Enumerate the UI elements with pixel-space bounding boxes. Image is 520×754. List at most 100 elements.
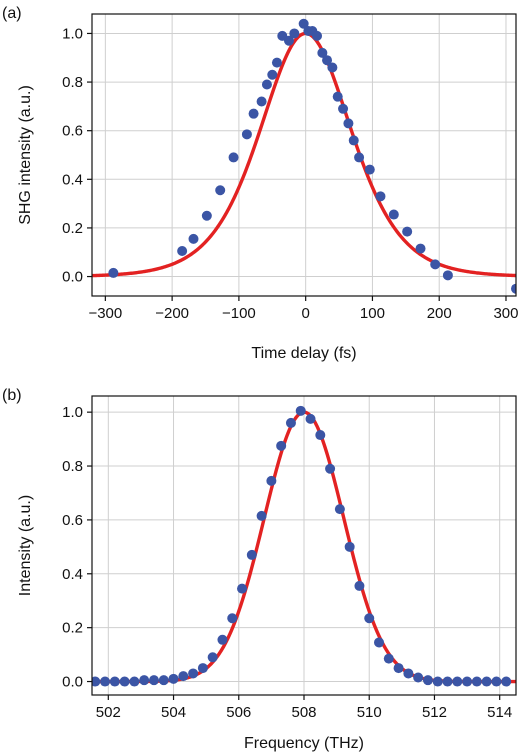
data-point bbox=[217, 634, 228, 645]
data-point bbox=[305, 413, 316, 424]
data-point bbox=[343, 118, 354, 129]
data-point bbox=[197, 663, 208, 674]
data-point bbox=[267, 69, 278, 80]
x-tick-label: −100 bbox=[222, 305, 256, 322]
data-point bbox=[201, 210, 212, 221]
y-tick-label: 0.6 bbox=[62, 123, 83, 140]
data-point bbox=[256, 510, 267, 521]
axes-frame bbox=[91, 13, 517, 297]
data-point bbox=[237, 583, 248, 594]
data-point bbox=[348, 135, 359, 146]
y-tick-label: 0.0 bbox=[62, 269, 83, 286]
x-tick-label: 502 bbox=[96, 704, 121, 721]
data-point bbox=[422, 675, 433, 686]
data-point bbox=[511, 283, 516, 294]
data-point bbox=[248, 108, 259, 119]
data-point bbox=[92, 676, 101, 687]
data-point bbox=[344, 541, 355, 552]
data-point bbox=[383, 653, 394, 664]
x-tick-label: 510 bbox=[357, 704, 382, 721]
data-point bbox=[108, 267, 119, 278]
data-point bbox=[317, 47, 328, 58]
x-tick-label: −300 bbox=[88, 305, 122, 322]
data-point bbox=[139, 675, 150, 686]
panel-label: (b) bbox=[2, 387, 22, 404]
data-point bbox=[430, 259, 441, 270]
x-tick-label: 514 bbox=[487, 704, 512, 721]
data-point bbox=[256, 96, 267, 107]
data-point bbox=[402, 226, 413, 237]
fit-curve bbox=[92, 31, 516, 278]
data-point bbox=[481, 676, 492, 687]
x-tick-label: 512 bbox=[422, 704, 447, 721]
data-point bbox=[266, 475, 277, 486]
y-tick-label: 0.4 bbox=[62, 566, 83, 583]
data-point bbox=[283, 35, 294, 46]
data-point bbox=[276, 440, 287, 451]
y-tick-label: 0.4 bbox=[62, 171, 83, 188]
y-axis-label: SHG intensity (a.u.) bbox=[17, 85, 34, 225]
data-point bbox=[374, 637, 385, 648]
data-point bbox=[413, 672, 424, 683]
data-point bbox=[338, 103, 349, 114]
y-tick-label: 1.0 bbox=[62, 404, 83, 421]
x-tick-label: −200 bbox=[155, 305, 189, 322]
x-tick-label: 100 bbox=[360, 305, 385, 322]
data-point bbox=[228, 152, 239, 163]
data-point bbox=[178, 671, 189, 682]
data-point bbox=[334, 504, 345, 515]
data-point bbox=[462, 676, 473, 687]
data-point bbox=[109, 676, 120, 687]
y-tick-label: 0.2 bbox=[62, 220, 83, 237]
y-tick-label: 0.2 bbox=[62, 620, 83, 637]
data-point bbox=[501, 676, 512, 687]
data-point bbox=[322, 55, 333, 66]
x-tick-label: 504 bbox=[161, 704, 186, 721]
data-point bbox=[375, 191, 386, 202]
data-point bbox=[261, 79, 272, 90]
data-point bbox=[327, 62, 338, 73]
data-point bbox=[403, 668, 414, 679]
data-point bbox=[295, 405, 306, 416]
data-point bbox=[442, 676, 453, 687]
data-point bbox=[312, 30, 323, 41]
data-point bbox=[354, 580, 365, 591]
data-point bbox=[325, 463, 336, 474]
data-point bbox=[491, 676, 502, 687]
x-axis-label: Frequency (THz) bbox=[244, 735, 364, 752]
data-point bbox=[364, 164, 375, 175]
data-point bbox=[241, 129, 252, 140]
y-tick-label: 0.8 bbox=[62, 74, 83, 91]
data-point bbox=[215, 185, 226, 196]
data-point bbox=[271, 57, 282, 68]
x-tick-label: 0 bbox=[301, 305, 309, 322]
y-axis-label: Intensity (a.u.) bbox=[17, 495, 34, 596]
y-tick-label: 1.0 bbox=[62, 25, 83, 42]
data-point bbox=[119, 676, 130, 687]
plot-area bbox=[92, 18, 516, 294]
chart-panel-a: −300 −200 −100 0 100 200 300 0.0 0.2 0.4 0.6 0.8 1.0… bbox=[2, 5, 518, 362]
panel-label: (a) bbox=[2, 5, 22, 22]
y-tick-label: 0.8 bbox=[62, 458, 83, 475]
x-tick-label: 506 bbox=[226, 704, 251, 721]
data-point bbox=[177, 246, 188, 257]
data-point bbox=[332, 91, 343, 102]
data-point bbox=[158, 675, 169, 686]
data-point bbox=[168, 673, 179, 684]
data-point bbox=[129, 676, 140, 687]
data-point bbox=[393, 663, 404, 674]
data-point bbox=[432, 676, 443, 687]
y-tick-label: 0.0 bbox=[62, 674, 83, 691]
data-point bbox=[285, 417, 296, 428]
y-tick-label: 0.6 bbox=[62, 512, 83, 529]
x-tick-label: 200 bbox=[427, 305, 452, 322]
chart-panel-b: 502 504 506 508 510 512 514 0.0 0.2 0.4 0.6 0.8 1.0 F… bbox=[2, 387, 517, 752]
data-point bbox=[442, 270, 453, 281]
data-point bbox=[207, 652, 218, 663]
x-axis-label: Time delay (fs) bbox=[251, 345, 356, 362]
x-tick-label: 508 bbox=[291, 704, 316, 721]
data-point bbox=[188, 233, 199, 244]
data-point bbox=[315, 430, 326, 441]
data-point bbox=[289, 28, 300, 39]
